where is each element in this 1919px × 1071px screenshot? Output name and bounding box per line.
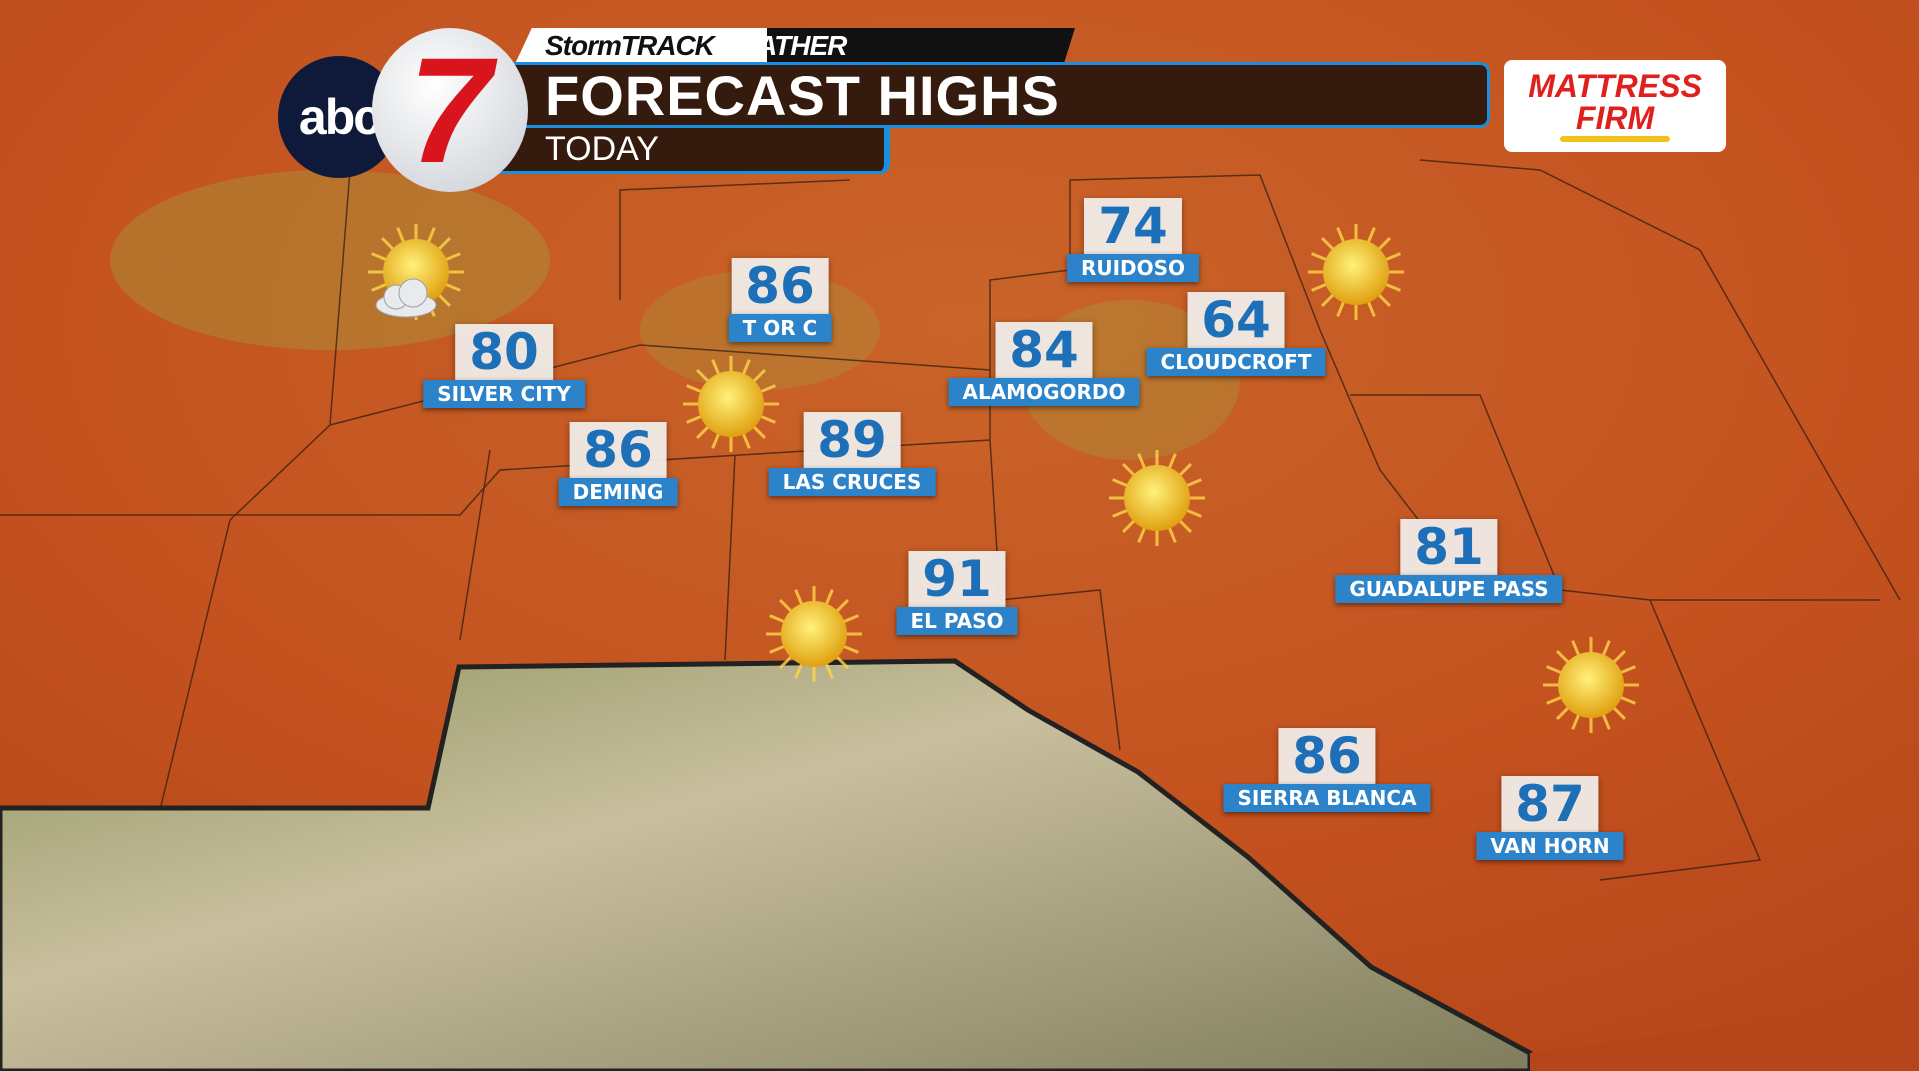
high-temp: 89 bbox=[803, 412, 901, 468]
high-temp: 81 bbox=[1400, 519, 1498, 575]
city-name: CLOUDCROFT bbox=[1146, 348, 1326, 376]
city-forecast-van-horn: 87 VAN HORN bbox=[1476, 776, 1624, 860]
channel-number: 7 bbox=[408, 26, 492, 194]
high-temp: 91 bbox=[908, 551, 1006, 607]
city-name: VAN HORN bbox=[1476, 832, 1624, 860]
city-forecast-las-cruces: 89 LAS CRUCES bbox=[768, 412, 936, 496]
sun-icon bbox=[1301, 217, 1411, 327]
city-name: T OR C bbox=[728, 314, 832, 342]
high-temp: 84 bbox=[995, 322, 1093, 378]
city-forecast-silver-city: 80 SILVER CITY bbox=[423, 324, 585, 408]
brand-text-1: StormTRACK bbox=[545, 30, 715, 61]
high-temp: 87 bbox=[1501, 776, 1599, 832]
city-forecast-t-or-c: 86 T OR C bbox=[728, 258, 832, 342]
partly-cloudy-icon bbox=[361, 217, 471, 327]
subtitle-bar: TODAY bbox=[480, 128, 890, 174]
city-name: SIERRA BLANCA bbox=[1223, 784, 1431, 812]
stormtrack-weather-brand: StormTRACK WEATHER bbox=[515, 28, 1075, 64]
high-temp: 74 bbox=[1084, 198, 1182, 254]
abc-logo-text: abc bbox=[298, 89, 381, 145]
city-name: RUIDOSO bbox=[1066, 254, 1200, 282]
city-name: ALAMOGORDO bbox=[948, 378, 1140, 406]
sun-icon bbox=[1536, 630, 1646, 740]
sponsor-swoosh bbox=[1560, 136, 1670, 142]
city-forecast-el-paso: 91 EL PASO bbox=[896, 551, 1018, 635]
city-name: SILVER CITY bbox=[423, 380, 585, 408]
city-name: EL PASO bbox=[896, 607, 1018, 635]
city-forecast-alamogordo: 84 ALAMOGORDO bbox=[948, 322, 1140, 406]
high-temp: 86 bbox=[731, 258, 829, 314]
city-forecast-deming: 86 DEMING bbox=[558, 422, 678, 506]
city-name: GUADALUPE PASS bbox=[1335, 575, 1563, 603]
title-bar: FORECAST HIGHS bbox=[500, 62, 1490, 128]
sun-icon bbox=[1102, 443, 1212, 553]
page-subtitle: TODAY bbox=[545, 130, 659, 168]
sun-icon bbox=[676, 349, 786, 459]
sponsor-logo: MATTRESS FIRM bbox=[1504, 60, 1726, 152]
city-forecast-cloudcroft: 64 CLOUDCROFT bbox=[1146, 292, 1326, 376]
city-name: DEMING bbox=[558, 478, 678, 506]
sponsor-text-2: FIRM bbox=[1575, 100, 1655, 136]
high-temp: 86 bbox=[1278, 728, 1376, 784]
city-name: LAS CRUCES bbox=[768, 468, 936, 496]
page-title: FORECAST HIGHS bbox=[545, 63, 1060, 127]
city-forecast-guadalupe-pass: 81 GUADALUPE PASS bbox=[1335, 519, 1563, 603]
high-temp: 80 bbox=[455, 324, 553, 380]
mexico-region bbox=[0, 658, 1533, 1071]
channel-7-logo: 7 bbox=[372, 28, 528, 192]
brand-text-2: WEATHER bbox=[713, 30, 847, 61]
high-temp: 86 bbox=[569, 422, 667, 478]
high-temp: 64 bbox=[1187, 292, 1285, 348]
city-forecast-sierra-blanca: 86 SIERRA BLANCA bbox=[1223, 728, 1431, 812]
sponsor-text-1: MATTRESS bbox=[1528, 68, 1702, 104]
sun-icon bbox=[759, 579, 869, 689]
city-forecast-ruidoso: 74 RUIDOSO bbox=[1066, 198, 1200, 282]
